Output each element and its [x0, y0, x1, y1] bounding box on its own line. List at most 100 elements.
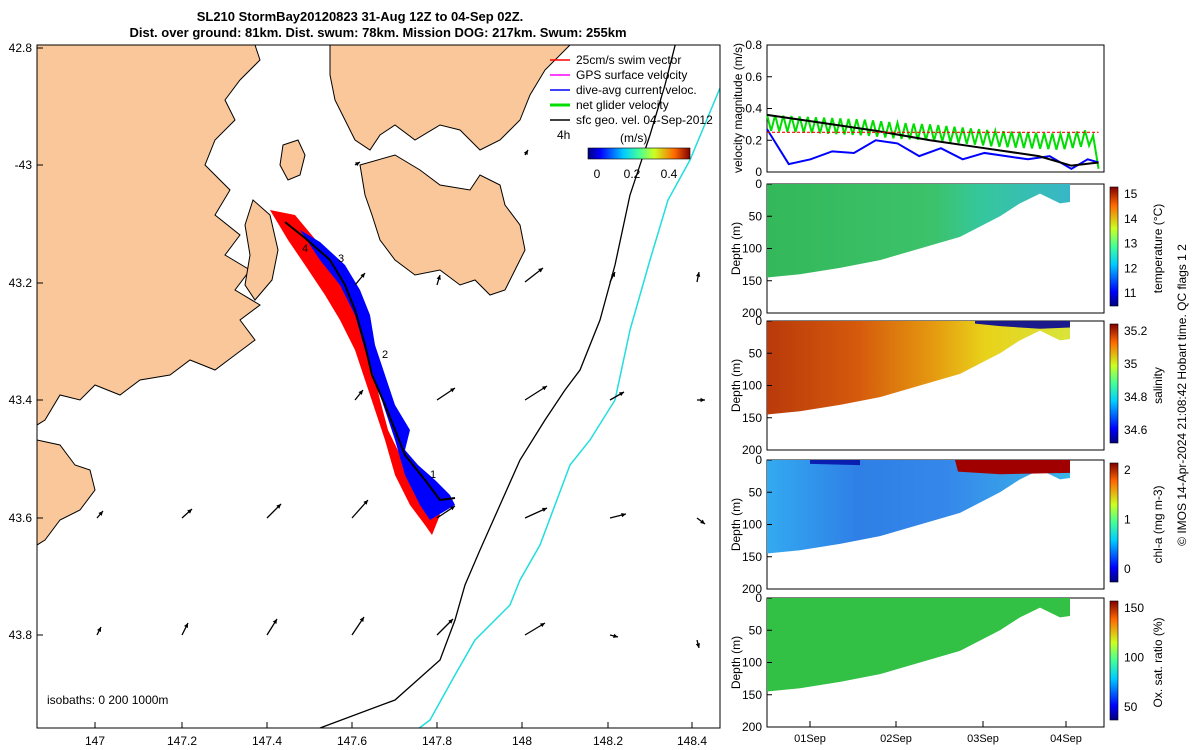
- track-red-swath: [270, 210, 440, 535]
- section-colorbar-tick: 12: [1124, 261, 1138, 275]
- map-lon-ticks: 147 147.2 147.4 147.6 147.8 148 148.2 148.4: [85, 722, 707, 748]
- land-mid: [244, 199, 279, 301]
- track-dive-label: 1: [430, 469, 436, 481]
- colorbar-tick-label: 0: [594, 167, 601, 181]
- legend-extra-4h: 4h: [557, 128, 570, 142]
- section-colorbar: [1109, 323, 1119, 444]
- lon-tick-label: 148: [512, 734, 532, 748]
- section-colorbar-tick: 50: [1124, 700, 1138, 714]
- velocity-arrow: [524, 385, 548, 401]
- velocity-arrow: [354, 272, 366, 286]
- section-ytick-label: 0: [755, 314, 762, 328]
- section-ytick-label: 50: [749, 209, 763, 223]
- velocity-ytick-label: 0.4: [745, 102, 762, 116]
- lat-tick-label: -43: [15, 158, 33, 172]
- velocity-ytick-label: 0.6: [745, 70, 762, 84]
- section-colorbar-tick: 34.6: [1124, 423, 1148, 437]
- lat-tick-label: 43.8: [9, 628, 33, 642]
- section-ytick-label: 100: [742, 518, 762, 532]
- colorbar-tick-label: 0.4: [661, 167, 678, 181]
- isobaths-label: isobaths: 0 200 1000m: [47, 693, 168, 707]
- section-panel: 0 50 100 150 200 Depth (m) 2 1 0 chl-a (mg m-3): [729, 453, 1165, 596]
- section-colorbar-label: temperature (°C): [1151, 204, 1165, 294]
- velocity-arrow: [351, 499, 369, 519]
- section-colorbar: [1109, 186, 1119, 307]
- section-colorbar: [1109, 600, 1119, 721]
- section-ytick-label: 100: [742, 656, 762, 670]
- colorbar-tick-label: 0.2: [624, 167, 641, 181]
- section-ytick-label: 150: [742, 411, 762, 425]
- lon-tick-label: 148.4: [677, 734, 707, 748]
- lat-tick-label: 43.4: [9, 393, 33, 407]
- section-ytick-label: 50: [749, 623, 763, 637]
- velocity-arrow: [697, 397, 705, 403]
- map-colorbar: [587, 147, 691, 160]
- section-colorbar-tick: 13: [1124, 237, 1138, 251]
- velocity-arrow: [524, 622, 546, 636]
- velocity-arrow: [266, 503, 282, 519]
- section-data-field: [767, 184, 1070, 278]
- section-highlight: [975, 321, 1070, 329]
- section-ytick-label: 0: [755, 177, 762, 191]
- map-frame: [36, 44, 721, 729]
- section-colorbar: [1109, 462, 1119, 583]
- section-ytick-label: 200: [742, 720, 762, 734]
- time-tick-label: 03Sep: [967, 733, 999, 745]
- section-colorbar-tick: 150: [1124, 601, 1144, 615]
- velocity-arrow: [354, 161, 361, 167]
- velocity-arrow: [436, 505, 456, 519]
- map-lat-ticks: 42.8 -43 43.2 43.4 43.6 43.8: [9, 41, 43, 642]
- velocity-arrow: [695, 639, 701, 649]
- section-ylabel: Depth (m): [729, 636, 743, 689]
- velocity-ylabel: velocity magnitude (m/s): [731, 43, 745, 173]
- velocity-arrow: [436, 387, 456, 401]
- velocity-arrow: [436, 274, 441, 286]
- section-colorbar-tick: 2: [1124, 463, 1131, 477]
- section-ylabel: Depth (m): [729, 222, 743, 275]
- section-colorbar-tick: 1: [1124, 513, 1131, 527]
- land-southwest: [37, 439, 96, 546]
- legend-entry: 25cm/s swim vector: [576, 53, 681, 67]
- legend-entry: dive-avg current veloc.: [576, 83, 697, 97]
- section-panel: 0 50 100 150 200 Depth (m) 15 14 13 12 11 temperatu…: [729, 177, 1165, 320]
- lon-tick-label: 147.2: [167, 734, 197, 748]
- velocity-y-ticks: 0 0.2 0.4 0.6 0.8: [745, 38, 772, 179]
- map-panel: 4 3 2 1 147 147.2 147.4 147.6 147.8 148 148.2 148.…: [9, 41, 721, 748]
- figure-title-line1: SL210 StormBay20120823 31-Aug 12Z to 04-…: [197, 9, 524, 24]
- section-ylabel: Depth (m): [729, 498, 743, 551]
- section-colorbar-tick: 34.8: [1124, 390, 1148, 404]
- section-colorbar-tick: 14: [1124, 212, 1138, 226]
- velocity-line: [766, 128, 1099, 170]
- map-colorbar-ticks: 0 0.2 0.4: [594, 167, 678, 181]
- time-tick-label: 01Sep: [794, 733, 826, 745]
- section-ytick-label: 150: [742, 688, 762, 702]
- velocity-arrow: [181, 622, 189, 636]
- section-colorbar-label: chl-a (mg m-3): [1151, 485, 1165, 563]
- section-ytick-label: 150: [742, 274, 762, 288]
- track-dive-label: 2: [382, 349, 388, 361]
- figure-title-line2: Dist. over ground: 81km. Dist. swum: 78k…: [129, 25, 626, 40]
- section-data-field: [767, 321, 1070, 415]
- section-ytick-label: 50: [749, 346, 763, 360]
- track-net-line: [284, 221, 456, 502]
- lon-tick-label: 148.2: [593, 734, 623, 748]
- isobath-200m: [319, 45, 676, 728]
- lat-tick-label: 42.8: [9, 41, 33, 55]
- velocity-arrow: [609, 633, 619, 639]
- velocity-arrow: [354, 389, 364, 401]
- time-axis-ticks: 01Sep 02Sep 03Sep 04Sep: [794, 721, 1082, 745]
- section-data-field: [767, 598, 1070, 692]
- section-ytick-label: 200: [742, 582, 762, 596]
- velocity-arrow: [266, 618, 278, 636]
- velocity-arrow: [523, 149, 529, 156]
- section-ytick-label: 200: [742, 306, 762, 320]
- velocity-arrow: [351, 616, 365, 636]
- section-colorbar-tick: 100: [1124, 651, 1144, 665]
- velocity-arrow: [181, 508, 193, 519]
- lon-tick-label: 147.4: [252, 734, 282, 748]
- velocity-arrow: [96, 626, 102, 636]
- lon-tick-label: 147.8: [422, 734, 452, 748]
